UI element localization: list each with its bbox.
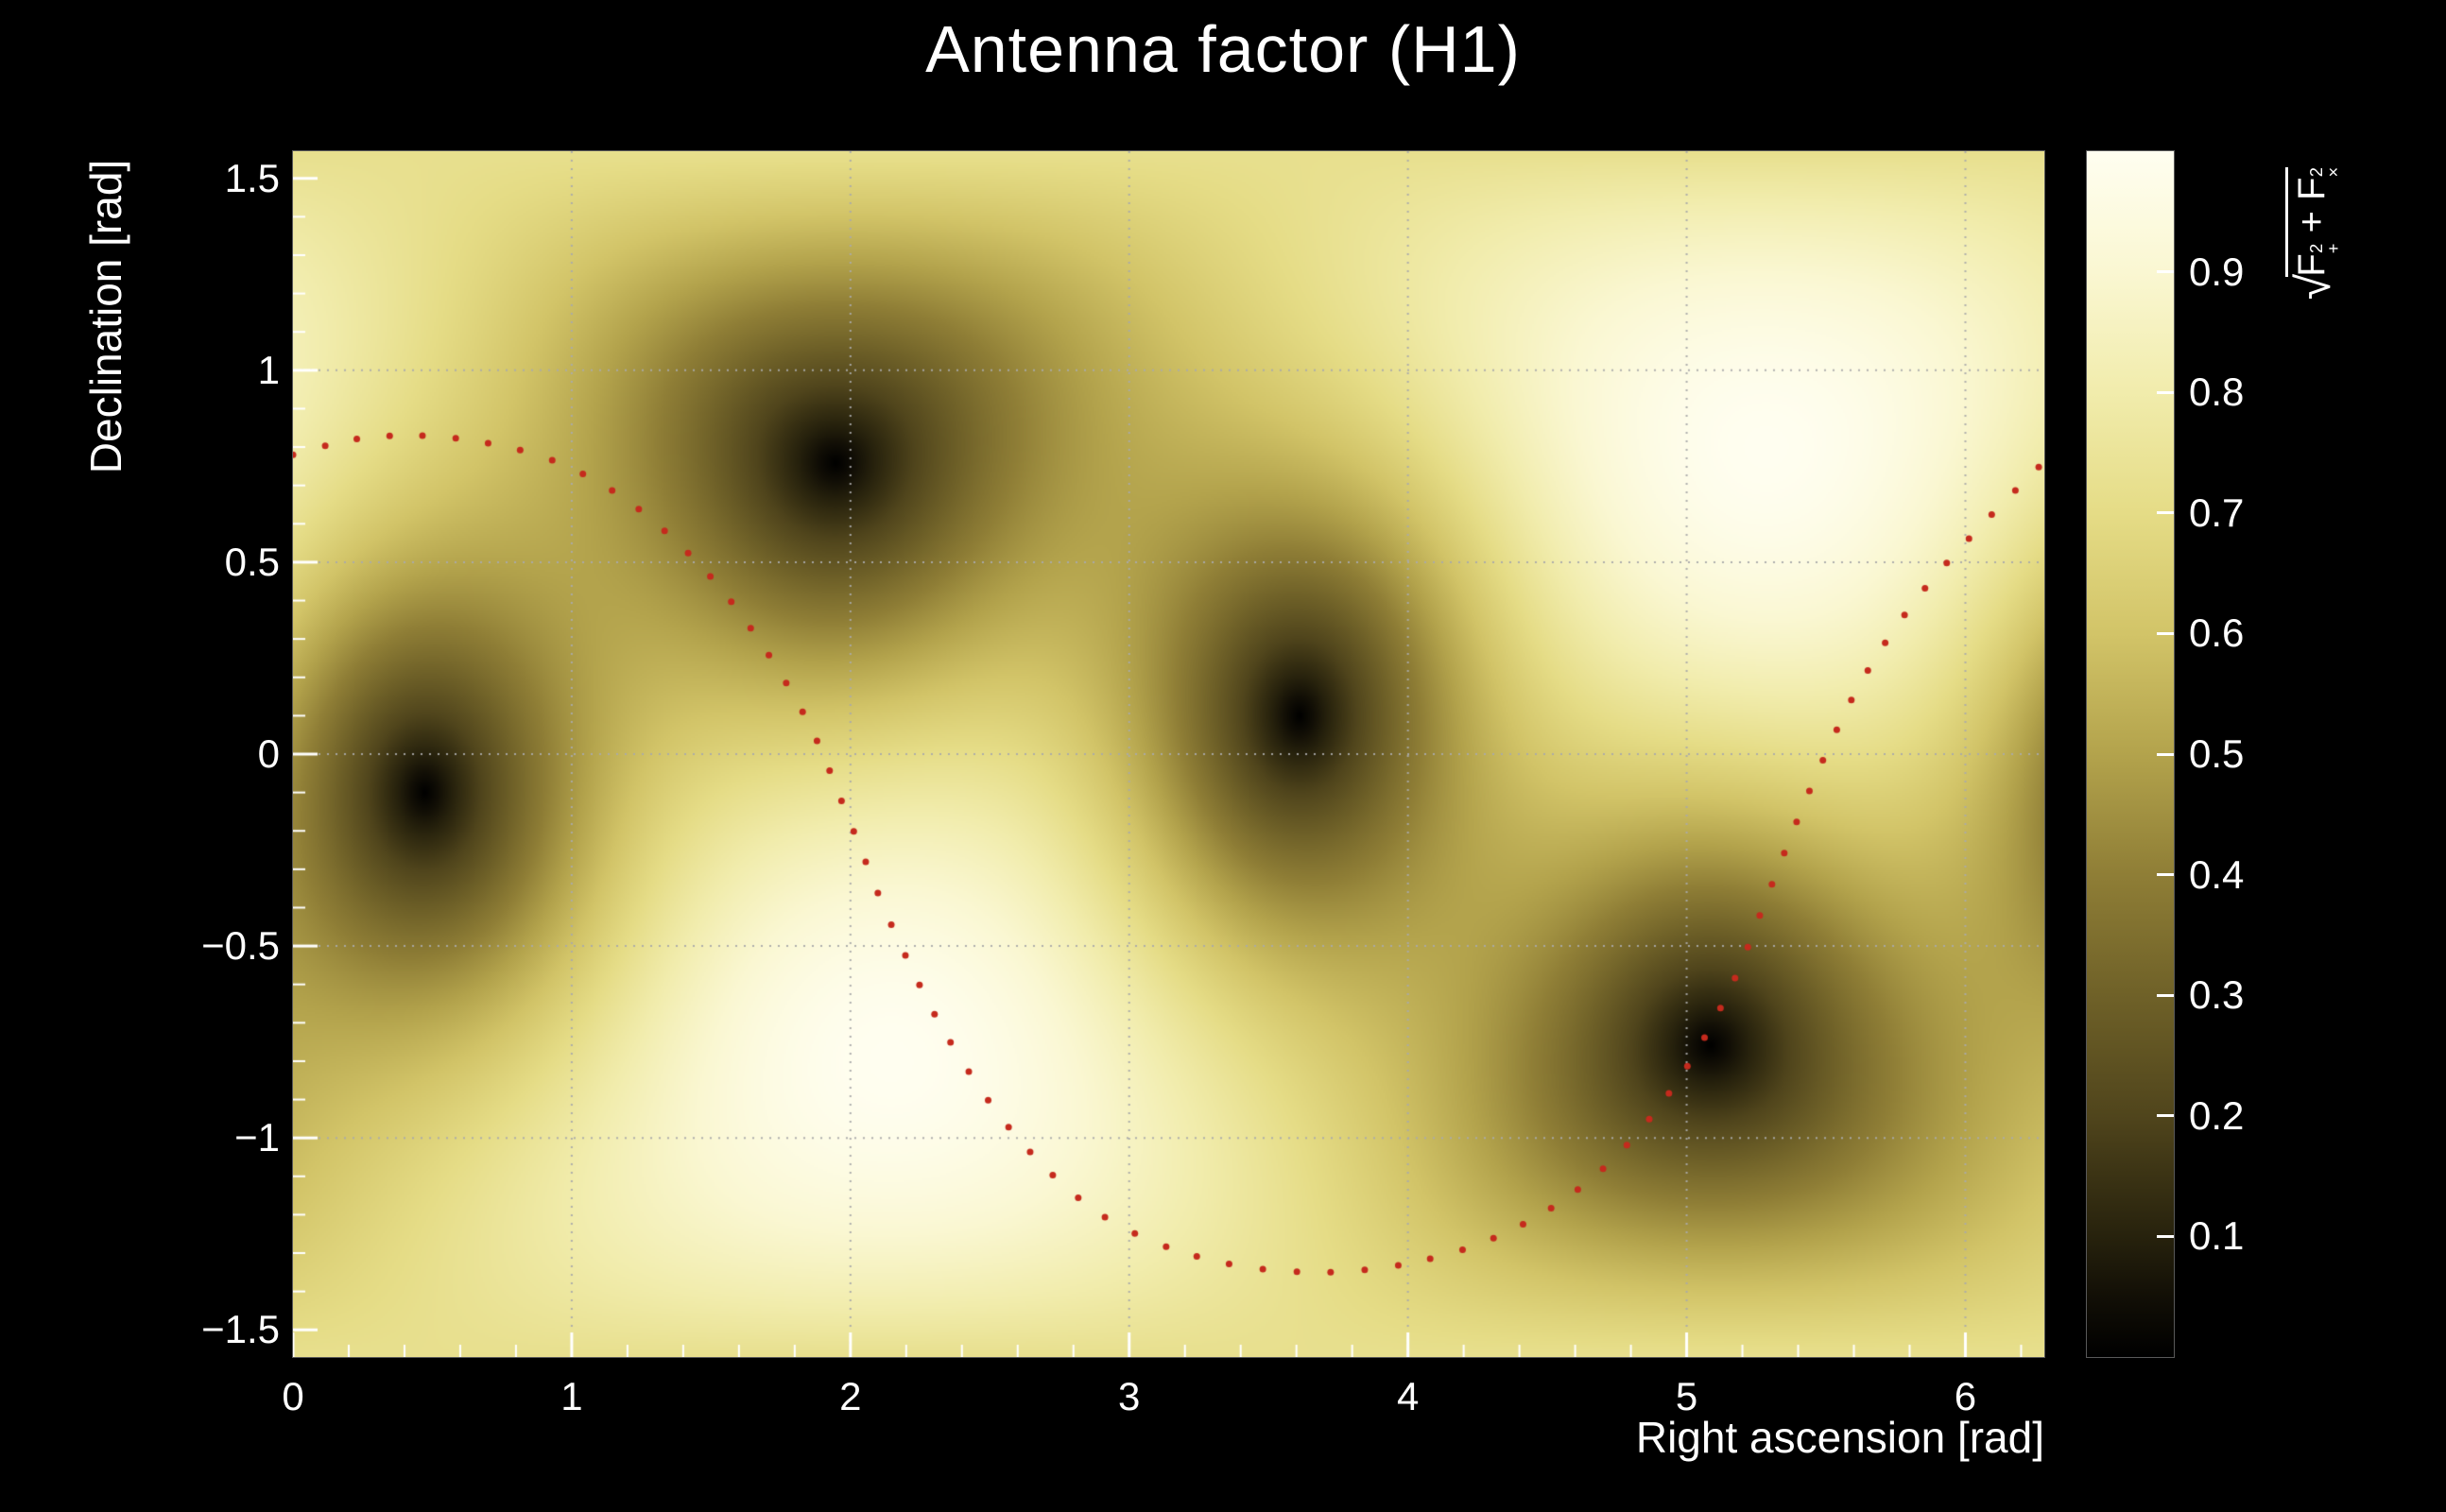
x-tick-label: 5 xyxy=(1675,1374,1698,1418)
x-tick-label: 3 xyxy=(1118,1374,1141,1418)
colorbar-tick-label: 0.9 xyxy=(2189,249,2245,294)
f-cross-base: F xyxy=(2291,177,2333,200)
f-plus-sub: + xyxy=(2322,243,2343,254)
x-tick-label: 2 xyxy=(839,1374,862,1418)
y-tick-label: 0.5 xyxy=(224,539,280,584)
y-tick-label: −1 xyxy=(234,1115,280,1160)
colorbar-tick xyxy=(2157,873,2174,877)
colorbar-tick-label: 0.2 xyxy=(2189,1092,2245,1138)
y-tick-label: −1.5 xyxy=(201,1307,280,1352)
plot-area xyxy=(292,150,2045,1358)
x-tick-label: 1 xyxy=(560,1374,583,1418)
sqrt-symbol: √ xyxy=(2287,273,2340,301)
x-tick-label: 6 xyxy=(1954,1374,1977,1418)
colorbar-tick xyxy=(2157,631,2174,635)
colorbar-tick xyxy=(2157,1234,2174,1238)
y-tick-label: −0.5 xyxy=(201,923,280,969)
chart-title: Antenna factor (H1) xyxy=(925,12,1521,86)
colorbar-tick xyxy=(2157,511,2174,515)
colorbar-tick xyxy=(2157,993,2174,997)
colorbar-tick xyxy=(2157,1114,2174,1118)
y-tick-label: 0 xyxy=(257,731,280,776)
colorbar-title-text: F 2 + + F 2 × xyxy=(2285,166,2343,277)
f-plus-indices: 2 + xyxy=(2306,243,2343,254)
y-tick-label: 1 xyxy=(257,347,280,392)
y-tick-label: 1.5 xyxy=(224,155,280,200)
colorbar-tick xyxy=(2157,390,2174,394)
colorbar-tick xyxy=(2157,270,2174,274)
x-tick-label: 0 xyxy=(282,1374,304,1418)
colorbar-tick-label: 0.1 xyxy=(2189,1213,2245,1259)
plot-overlay-canvas xyxy=(293,151,2044,1357)
colorbar-tick-label: 0.6 xyxy=(2189,610,2245,656)
colorbar-tick-label: 0.5 xyxy=(2189,731,2245,776)
colorbar-title: √F 2 + + F 2 × xyxy=(2285,35,2343,432)
x-axis-title: Right ascension [rad] xyxy=(1635,1413,2044,1462)
y-axis-title: Declination [rad] xyxy=(81,159,130,474)
colorbar-tick-label: 0.4 xyxy=(2189,851,2245,897)
f-plus-base: F xyxy=(2291,253,2333,277)
colorbar-tick-label: 0.8 xyxy=(2189,369,2245,415)
colorbar-tick xyxy=(2157,752,2174,756)
x-tick-label: 4 xyxy=(1396,1374,1420,1418)
colorbar-tick-label: 0.7 xyxy=(2189,490,2245,535)
colorbar-tick-label: 0.3 xyxy=(2189,972,2245,1018)
plus-sign: + xyxy=(2291,199,2333,244)
f-cross-indices: 2 × xyxy=(2306,166,2343,178)
f-cross-sub: × xyxy=(2322,166,2343,178)
